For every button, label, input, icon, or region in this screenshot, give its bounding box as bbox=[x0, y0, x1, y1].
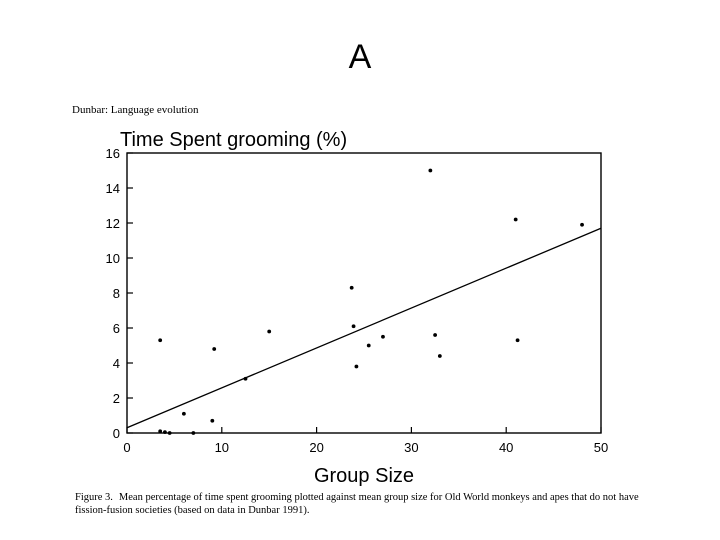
plot-frame bbox=[126, 152, 602, 434]
data-point bbox=[181, 411, 186, 416]
x-tick-label: 20 bbox=[309, 440, 323, 455]
y-tick-label: 12 bbox=[106, 216, 120, 231]
chart-title: Time Spent grooming (%) bbox=[120, 129, 347, 151]
data-point bbox=[267, 329, 272, 334]
y-tick-label: 6 bbox=[113, 321, 120, 336]
data-point bbox=[580, 222, 584, 227]
data-point bbox=[349, 285, 354, 290]
y-tick-label: 10 bbox=[106, 251, 120, 266]
caption-text: Mean percentage of time spent grooming p… bbox=[75, 492, 639, 516]
x-tick-label: 0 bbox=[123, 440, 130, 455]
x-tick-label: 40 bbox=[499, 440, 513, 455]
data-point bbox=[351, 324, 356, 329]
data-point bbox=[513, 217, 518, 222]
data-point bbox=[437, 354, 442, 358]
data-point bbox=[366, 343, 371, 348]
data-point bbox=[167, 431, 172, 435]
data-point bbox=[515, 338, 520, 343]
data-point bbox=[163, 430, 167, 435]
data-point bbox=[212, 347, 217, 351]
data-point bbox=[354, 364, 359, 369]
data-point bbox=[158, 338, 163, 343]
slide-title: A bbox=[348, 38, 372, 76]
figure-label: Figure 3. bbox=[75, 492, 113, 503]
y-tick-label: 0 bbox=[113, 426, 120, 441]
y-tick-label: 16 bbox=[106, 146, 120, 161]
x-axis: 0 10 20 30 40 50 bbox=[123, 427, 608, 455]
y-tick-label: 2 bbox=[113, 391, 120, 406]
data-point bbox=[191, 431, 196, 435]
data-point bbox=[433, 333, 437, 337]
y-axis: 0 2 4 6 8 10 12 14 16 bbox=[106, 146, 133, 441]
y-tick-label: 8 bbox=[113, 286, 120, 301]
data-points bbox=[158, 168, 584, 435]
running-head: Dunbar: Language evolution bbox=[72, 104, 199, 116]
data-point bbox=[381, 334, 385, 339]
figure-caption: Figure 3. Mean percentage of time spent g… bbox=[75, 491, 655, 517]
y-tick-label: 4 bbox=[113, 356, 120, 371]
x-tick-label: 10 bbox=[215, 440, 229, 455]
x-axis-label: Group Size bbox=[314, 465, 414, 487]
x-tick-label: 50 bbox=[594, 440, 608, 455]
regression-line bbox=[126, 227, 602, 429]
data-point bbox=[210, 418, 215, 423]
data-point bbox=[158, 429, 163, 434]
data-point bbox=[428, 168, 433, 173]
x-tick-label: 30 bbox=[404, 440, 418, 455]
y-tick-label: 14 bbox=[106, 181, 120, 196]
